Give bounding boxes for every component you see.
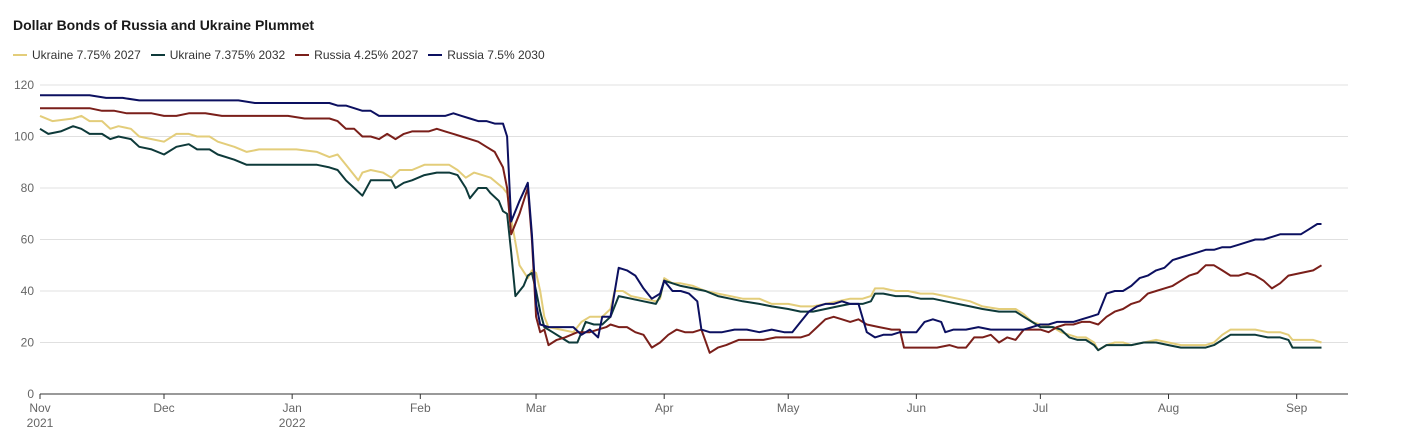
legend-swatch-ukraine-2027 (13, 54, 27, 56)
y-tick-label: 80 (21, 181, 35, 195)
legend-label-russia-2030: Russia 7.5% 2030 (447, 48, 545, 62)
legend: Ukraine 7.75% 2027 Ukraine 7.375% 2032 R… (13, 48, 545, 62)
y-tick-label: 0 (27, 387, 34, 401)
legend-item-ukraine-2032[interactable]: Ukraine 7.375% 2032 (150, 48, 286, 62)
legend-item-russia-2027[interactable]: Russia 4.25% 2027 (295, 48, 418, 62)
legend-swatch-russia-2027 (295, 54, 310, 56)
legend-item-russia-2030[interactable]: Russia 7.5% 2030 (428, 48, 545, 62)
y-tick-label: 100 (14, 130, 34, 144)
x-tick-label: Feb (410, 401, 431, 415)
x-tick-label: Dec (153, 401, 174, 415)
x-tick-label: Mar (526, 401, 547, 415)
x-tick-label: Sep (1286, 401, 1308, 415)
series-line-ukraine-7-75-2027[interactable] (39, 114, 1322, 352)
x-tick-year-label: 2022 (279, 416, 306, 430)
x-tick-label: May (777, 401, 800, 415)
series-line-russia-7-5-2030[interactable] (40, 94, 1322, 339)
x-tick-label: Jul (1033, 401, 1048, 415)
series-lines (39, 94, 1323, 354)
series-line-ukraine-7-375-2032[interactable] (39, 125, 1322, 352)
y-tick-label: 40 (21, 284, 35, 298)
legend-label-russia-2027: Russia 4.25% 2027 (314, 48, 419, 62)
legend-swatch-ukraine-2032 (150, 54, 165, 56)
y-axis-ticks: 0 20 40 60 80 100 120 (14, 78, 34, 401)
legend-item-ukraine-2027[interactable]: Ukraine 7.75% 2027 (13, 48, 141, 62)
series-line-russia-4-25-2027[interactable] (40, 107, 1323, 354)
chart-title: Dollar Bonds of Russia and Ukraine Plumm… (13, 17, 315, 33)
y-tick-label: 120 (14, 78, 34, 92)
x-tick-label: Nov (29, 401, 50, 415)
legend-label-ukraine-2027: Ukraine 7.75% 2027 (32, 48, 141, 62)
y-tick-label: 20 (21, 336, 35, 350)
y-tick-label: 60 (21, 233, 35, 247)
x-tick-label: Aug (1158, 401, 1179, 415)
x-tick-label: Apr (655, 401, 674, 415)
x-tick-label: Jun (907, 401, 926, 415)
legend-label-ukraine-2032: Ukraine 7.375% 2032 (169, 48, 286, 62)
legend-swatch-russia-2030 (428, 54, 443, 56)
gridlines (40, 84, 1348, 395)
x-tick-label: Jan (282, 401, 301, 415)
x-tick-year-label: 2021 (27, 416, 54, 430)
